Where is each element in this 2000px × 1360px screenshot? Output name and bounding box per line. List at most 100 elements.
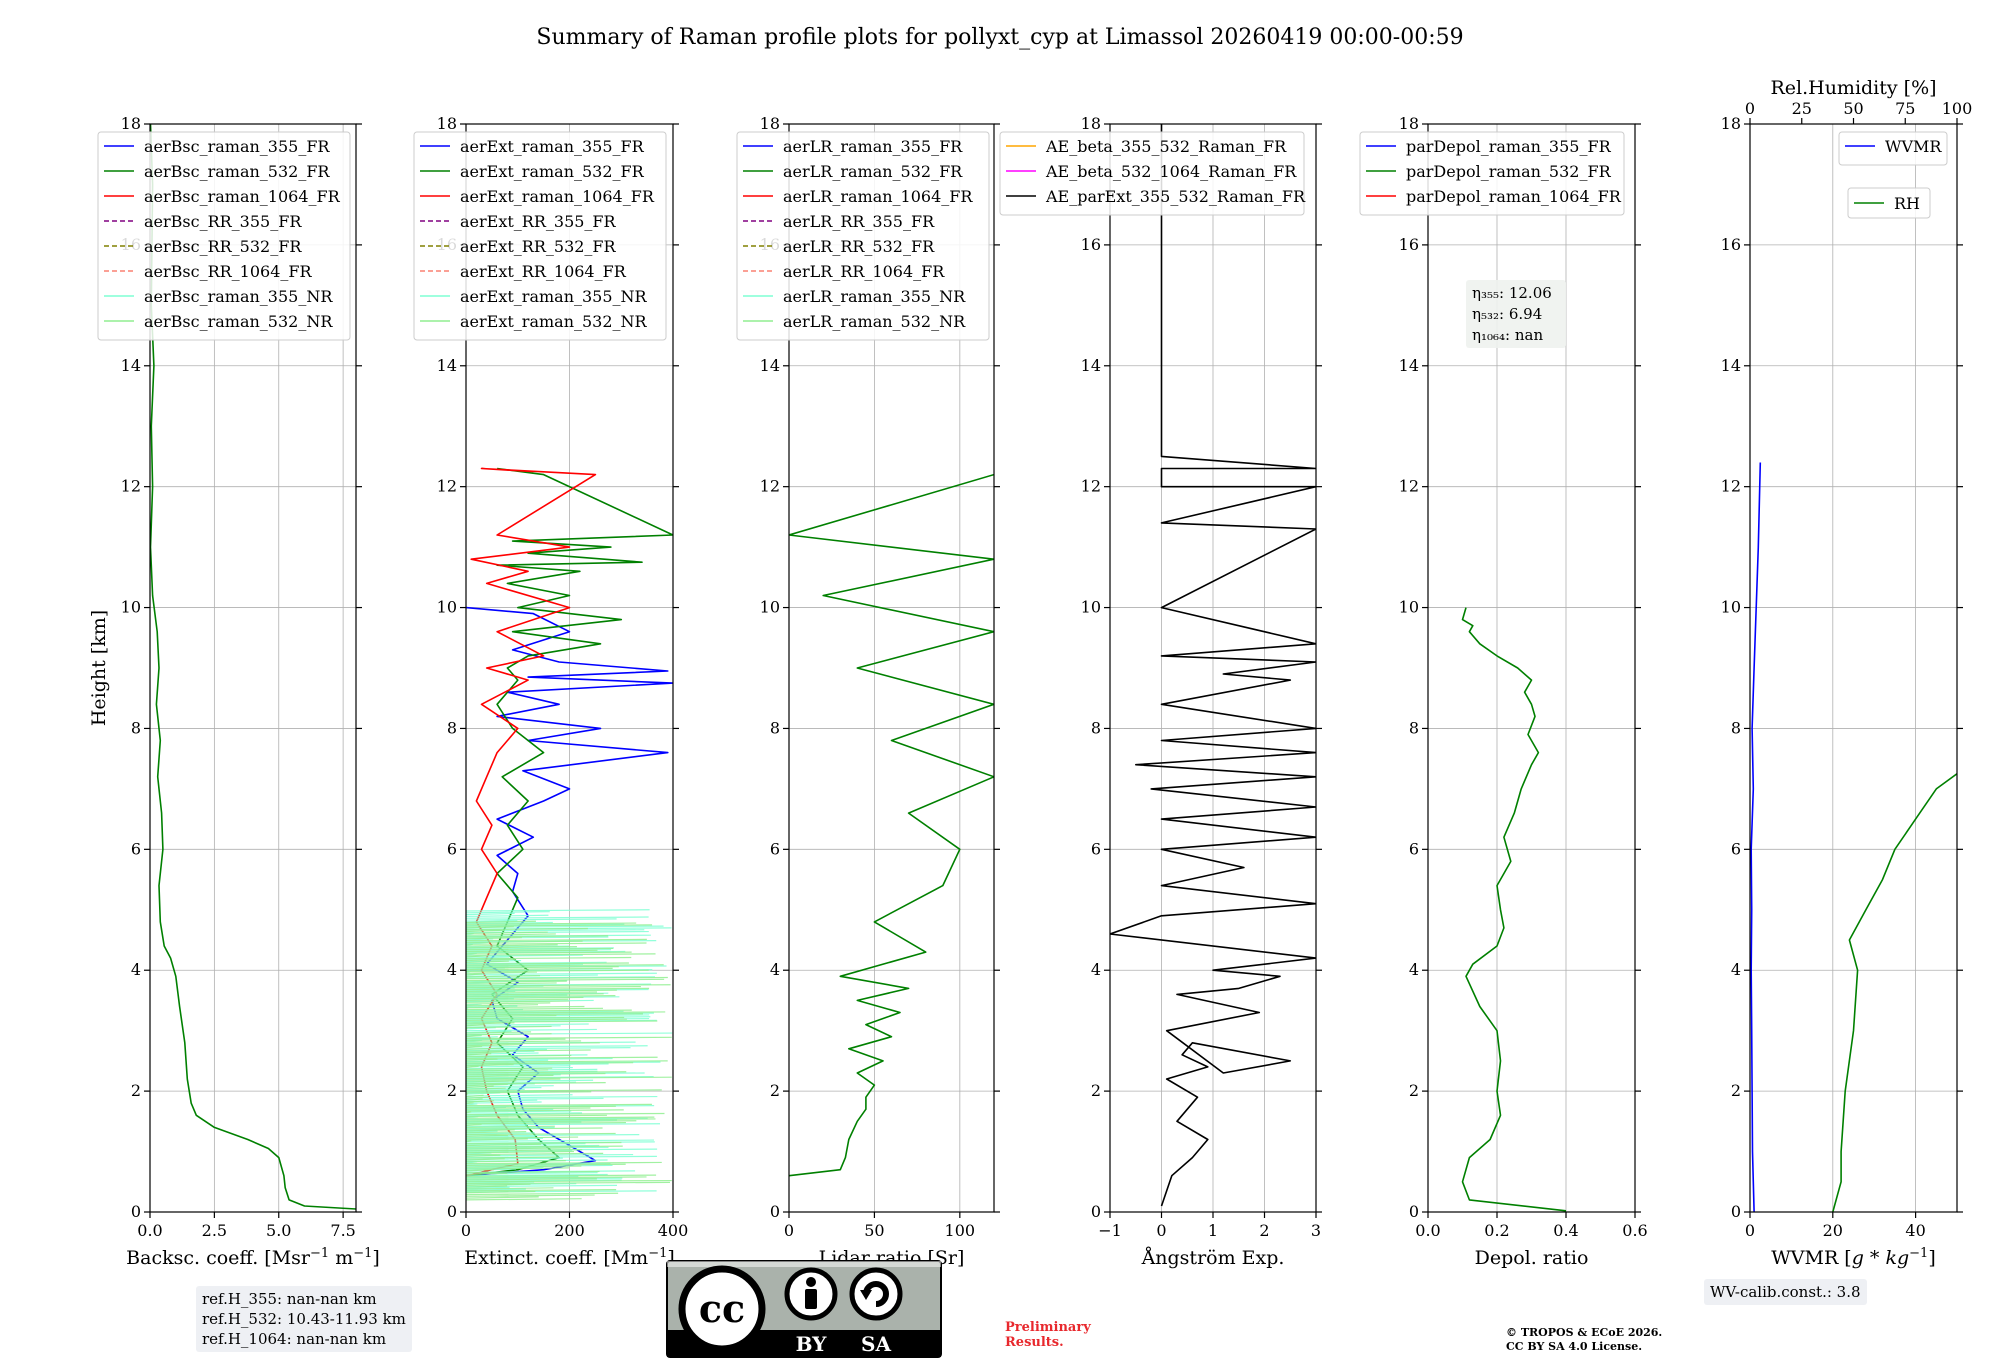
x-tick-label: −1 <box>1098 1221 1122 1240</box>
x-tick-label: 0.2 <box>1484 1221 1509 1240</box>
preliminary-line-1: Preliminary <box>1005 1320 1091 1335</box>
xlabel-sup: −1 <box>310 1246 329 1261</box>
legend-entry: aerLR_raman_532_FR <box>783 162 963 181</box>
xlabel-part: ] <box>1928 1247 1935 1269</box>
y-tick-label: 8 <box>447 718 457 737</box>
legend-entry: aerLR_RR_355_FR <box>783 212 935 231</box>
copyright-line-2: CC BY SA 4.0 License. <box>1506 1340 1643 1353</box>
y-tick-label: 16 <box>1399 235 1419 254</box>
top-x-tick-label: 0 <box>1745 99 1755 118</box>
xlabel-part: Backsc. coeff. [Msr <box>126 1247 311 1269</box>
xlabel-part: Extinct. coeff. [Mm <box>464 1247 648 1269</box>
copyright-line-1: © TROPOS & ECoE 2026. <box>1506 1326 1663 1339</box>
y-tick-label: 12 <box>1081 477 1101 496</box>
ref-height-532: ref.H_532: 10.43-11.93 km <box>202 1310 406 1328</box>
y-tick-label: 12 <box>760 477 780 496</box>
xlabel-sup: −1 <box>648 1246 667 1261</box>
eta-label: η₃₅₅: 12.06 <box>1472 284 1552 302</box>
y-tick-label: 18 <box>437 114 457 133</box>
reference-height-box: ref.H_355: nan-nan km ref.H_532: 10.43-1… <box>196 1286 412 1352</box>
y-tick-label: 10 <box>437 598 457 617</box>
x-tick-label: 7.5 <box>330 1221 355 1240</box>
x-tick-label: 0.0 <box>137 1221 162 1240</box>
legend-entry: aerBsc_RR_532_FR <box>144 237 302 256</box>
wv-calibration-text: WV-calib.const.: 3.8 <box>1710 1283 1861 1301</box>
x-tick-label: 100 <box>945 1221 976 1240</box>
y-tick-label: 12 <box>121 477 141 496</box>
by-label: BY <box>796 1332 828 1356</box>
legend-entry: WVMR <box>1885 137 1942 156</box>
x-axis-label: Extinct. coeff. [Mm−1] <box>464 1246 675 1269</box>
legend-entry: AE_beta_532_1064_Raman_FR <box>1045 162 1297 181</box>
wv-calibration-box: WV-calib.const.: 3.8 <box>1704 1279 1867 1305</box>
copyright-note: © TROPOS & ECoE 2026. CC BY SA 4.0 Licen… <box>1506 1326 1662 1354</box>
y-tick-label: 18 <box>1081 114 1101 133</box>
top-x-axis-label: Rel.Humidity [%] <box>1770 77 1936 99</box>
y-tick-label: 8 <box>1091 718 1101 737</box>
preliminary-line-2: Results. <box>1005 1335 1064 1350</box>
series-aerExt_raman_1064_FR <box>466 467 597 1177</box>
eta-box <box>1466 280 1566 348</box>
y-tick-label: 8 <box>1731 718 1741 737</box>
y-axis-label: Height [km] <box>88 610 110 726</box>
legend-entry: parDepol_raman_355_FR <box>1406 137 1612 156</box>
sa-share-icon <box>849 1267 903 1321</box>
x-tick-label: 2 <box>1259 1221 1269 1240</box>
xlabel-part: ] <box>667 1247 674 1269</box>
x-tick-label: 5.0 <box>266 1221 291 1240</box>
y-tick-label: 4 <box>1731 960 1741 979</box>
figure-title: Summary of Raman profile plots for polly… <box>536 25 1463 50</box>
sa-label: SA <box>861 1332 891 1356</box>
top-x-tick-label: 100 <box>1942 99 1973 118</box>
cc-logo-text: cc <box>699 1286 745 1331</box>
legend-entry: aerBsc_raman_355_FR <box>144 137 330 156</box>
cc-by-sa-badge: cc BY SA <box>666 1260 942 1358</box>
panel-wv: 0 20 40 0 2 4 6 8 10 12 14 16 18 WVMR [g * kg−1] 0 25 50… <box>1721 77 1973 1269</box>
xlabel-sup: −1 <box>1909 1246 1928 1261</box>
y-tick-label: 0 <box>447 1202 457 1221</box>
y-tick-label: 16 <box>1721 235 1741 254</box>
y-tick-label: 4 <box>1409 960 1419 979</box>
legend-entry: aerLR_raman_532_NR <box>783 312 966 331</box>
x-tick-label: 0 <box>784 1221 794 1240</box>
series-parDepol_raman_532_FR <box>1461 607 1567 1212</box>
y-tick-label: 2 <box>1409 1081 1419 1100</box>
legend-entry: RH <box>1894 194 1920 213</box>
axes-frame <box>1427 123 1636 1213</box>
y-tick-label: 18 <box>760 114 780 133</box>
y-tick-label: 14 <box>121 356 141 375</box>
y-tick-label: 6 <box>447 839 457 858</box>
x-tick-label: 0.4 <box>1553 1221 1578 1240</box>
y-tick-label: 6 <box>1409 839 1419 858</box>
x-axis-label: WVMR [g * kg−1] <box>1771 1246 1935 1269</box>
y-tick-label: 6 <box>131 839 141 858</box>
legend-box <box>1359 131 1625 216</box>
legend-box <box>1838 131 1948 166</box>
top-x-tick-label: 75 <box>1895 99 1915 118</box>
y-tick-label: 2 <box>770 1081 780 1100</box>
legend-entry: aerBsc_raman_532_NR <box>144 312 333 331</box>
y-tick-label: 2 <box>447 1081 457 1100</box>
legend-entry: aerExt_raman_532_FR <box>460 162 645 181</box>
y-tick-label: 14 <box>760 356 780 375</box>
series-aerExt_raman_532_FR <box>466 467 673 1177</box>
y-tick-label: 18 <box>1399 114 1419 133</box>
legend-entry: aerExt_raman_355_FR <box>460 137 645 156</box>
x-axis-label: Ångström Exp. <box>1141 1247 1285 1269</box>
y-tick-label: 12 <box>437 477 457 496</box>
y-tick-label: 10 <box>1399 598 1419 617</box>
legend-box <box>413 131 667 341</box>
y-tick-label: 4 <box>447 960 457 979</box>
xlabel-part: m <box>329 1247 353 1269</box>
eta-label: η₅₃₂: 6.94 <box>1472 305 1542 323</box>
axes-frame <box>788 123 995 1213</box>
y-tick-label: 8 <box>770 718 780 737</box>
legend-entry: aerExt_raman_355_NR <box>460 287 648 306</box>
x-axis-label: Depol. ratio <box>1475 1247 1589 1269</box>
legend-entry: aerLR_raman_355_NR <box>783 287 966 306</box>
xlabel-part: WVMR [ <box>1771 1247 1851 1269</box>
legend-box <box>999 131 1305 216</box>
panel-lr: 050100024681012141618Lidar ratio [Sr]aer… <box>736 114 1000 1269</box>
panel-depol: 0.0 0.2 0.4 0.6 0 2 4 6 8 10 12 14 16 18 Depol. ratio p… <box>1359 114 1648 1269</box>
